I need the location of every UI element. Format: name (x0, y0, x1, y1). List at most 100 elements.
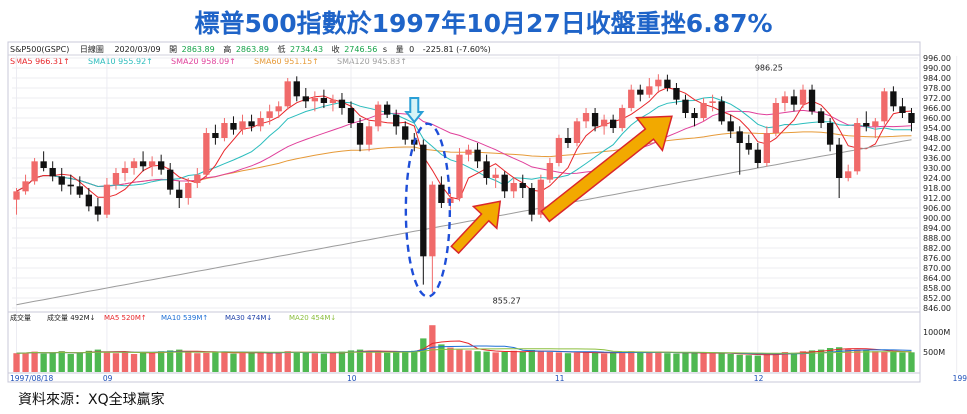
volume-bar (609, 352, 617, 372)
volume-tick-label: 500M (923, 348, 945, 357)
candle (673, 83, 680, 105)
candle (510, 178, 517, 198)
volume-legend-item: 成交量 (10, 313, 31, 322)
candle (745, 134, 752, 155)
candle (835, 138, 843, 198)
candle-body (320, 98, 328, 103)
price-annotations: 986.25 855.27 (493, 63, 783, 305)
candle-body (845, 171, 852, 178)
volume-bar (835, 347, 843, 372)
candle (311, 91, 319, 112)
info-open-label: 開 (169, 45, 177, 54)
candle (420, 139, 427, 285)
volume-tick-label: 1000M (923, 328, 950, 337)
down-arrow-marker-icon (404, 97, 425, 124)
volume-bar (239, 353, 246, 372)
volume-bar (727, 354, 734, 372)
volume-bar (781, 352, 789, 372)
legend-sma60: SMA60 951.15↑ (254, 57, 319, 66)
candle-body (799, 89, 807, 105)
candle (338, 93, 346, 115)
candle (49, 161, 56, 182)
candle-body (501, 174, 508, 192)
candle-body (664, 79, 671, 88)
volume-bar (94, 349, 102, 372)
candle-body (456, 154, 463, 198)
volume-bar (393, 351, 400, 372)
volume-legend: 成交量 成交量 492M↓ MA5 520M↑ MA10 539M↑ MA30 474M… (10, 313, 336, 322)
info-low-value: 2734.43 (290, 45, 323, 54)
y-tick-label: 894.00 (923, 224, 951, 233)
volume-bar (573, 352, 581, 372)
candle (76, 176, 83, 198)
candle (230, 116, 237, 135)
y-tick-label: 864.00 (923, 274, 951, 283)
volume-ma-line (16, 348, 912, 354)
candle (67, 174, 74, 195)
volume-bar (763, 354, 771, 372)
volume-bar (799, 351, 807, 372)
volume-bar (474, 351, 481, 372)
candle (148, 156, 156, 177)
candle (826, 118, 834, 152)
volume-bar (139, 352, 147, 372)
candle-body (881, 91, 888, 122)
volume-bar (402, 351, 409, 372)
info-high-label: 高 (223, 44, 231, 54)
candle-body (474, 149, 481, 162)
candle-body (465, 149, 472, 155)
candle (438, 176, 445, 208)
candle-body (763, 133, 771, 163)
volume-bar (347, 350, 355, 372)
y-tick-label: 882.00 (923, 244, 951, 253)
candle (347, 101, 355, 128)
volume-bar (429, 325, 436, 372)
info-open-value: 2863.89 (182, 45, 215, 54)
volume-bar (167, 350, 174, 372)
candle-body (872, 121, 879, 127)
candle-body (483, 161, 490, 178)
volume-bar (899, 352, 906, 372)
candle-body (754, 149, 761, 163)
volume-bar (13, 353, 20, 372)
info-change: -225.81 (-7.60%) (423, 45, 491, 54)
candle-body (564, 138, 572, 143)
candle (799, 84, 807, 108)
candle-body (817, 111, 825, 123)
volume-bar (628, 351, 635, 372)
candle (176, 181, 183, 208)
volume-bar (492, 352, 499, 372)
volume-bar (157, 351, 165, 372)
y-tick-label: 972.00 (923, 94, 951, 103)
volume-bar (130, 354, 138, 372)
candle-body (438, 184, 445, 203)
candle-body (76, 186, 83, 195)
candle (664, 74, 671, 92)
volume-bar (230, 353, 237, 372)
candle-body (691, 113, 698, 118)
candle-body (528, 188, 535, 215)
candle-body (257, 118, 264, 127)
candle-body (600, 119, 608, 127)
chart-frame (7, 41, 921, 383)
volume-bar (194, 353, 201, 372)
candle (899, 98, 906, 118)
candle-body (176, 189, 183, 198)
svg-text:S&P500(GSPC) 日線圖 2020/: S&P500(GSPC) 日線圖 2020/03/09 開 2863.89 高 … (10, 44, 491, 54)
y-tick-label: 954.00 (923, 124, 951, 133)
volume-bar (510, 350, 517, 372)
candle (383, 101, 391, 118)
volume-bar (40, 353, 47, 372)
candle-body (393, 114, 400, 127)
y-tick-label: 888.00 (923, 234, 951, 243)
candle (772, 98, 780, 137)
candle-body (356, 123, 364, 145)
info-symbol: S&P500(GSPC) (10, 45, 69, 54)
candle (22, 174, 29, 195)
candle-body (103, 184, 111, 215)
candle (365, 121, 373, 152)
candle-body (537, 179, 545, 215)
volume-bar (320, 353, 328, 372)
info-low-label: 低 (277, 44, 285, 54)
candle (266, 104, 273, 125)
